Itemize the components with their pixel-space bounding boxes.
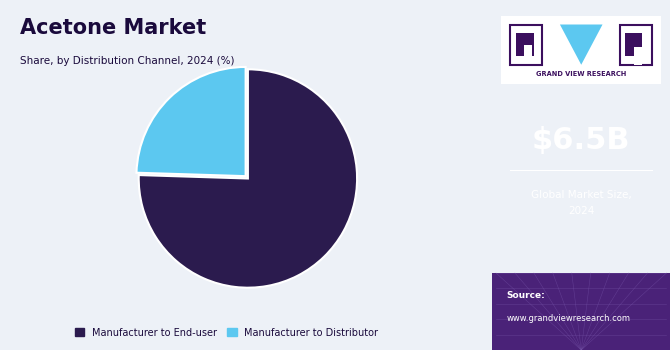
Wedge shape [137, 67, 246, 176]
Text: Source:: Source: [507, 291, 545, 300]
Polygon shape [560, 25, 602, 65]
Text: GRAND VIEW RESEARCH: GRAND VIEW RESEARCH [536, 70, 626, 77]
Bar [523, 46, 531, 56]
Bar [634, 47, 643, 65]
Legend: Manufacturer to End-user, Manufacturer to Distributor: Manufacturer to End-user, Manufacturer t… [71, 324, 383, 342]
Wedge shape [139, 69, 357, 288]
Bar [624, 33, 643, 56]
Text: $6.5B: $6.5B [532, 126, 630, 154]
Text: Global Market Size,
2024: Global Market Size, 2024 [531, 190, 632, 216]
Text: Share, by Distribution Channel, 2024 (%): Share, by Distribution Channel, 2024 (%) [19, 56, 234, 66]
Bar [517, 33, 534, 56]
Text: www.grandviewresearch.com: www.grandviewresearch.com [507, 314, 630, 323]
Text: Acetone Market: Acetone Market [19, 18, 206, 37]
FancyBboxPatch shape [501, 16, 661, 84]
